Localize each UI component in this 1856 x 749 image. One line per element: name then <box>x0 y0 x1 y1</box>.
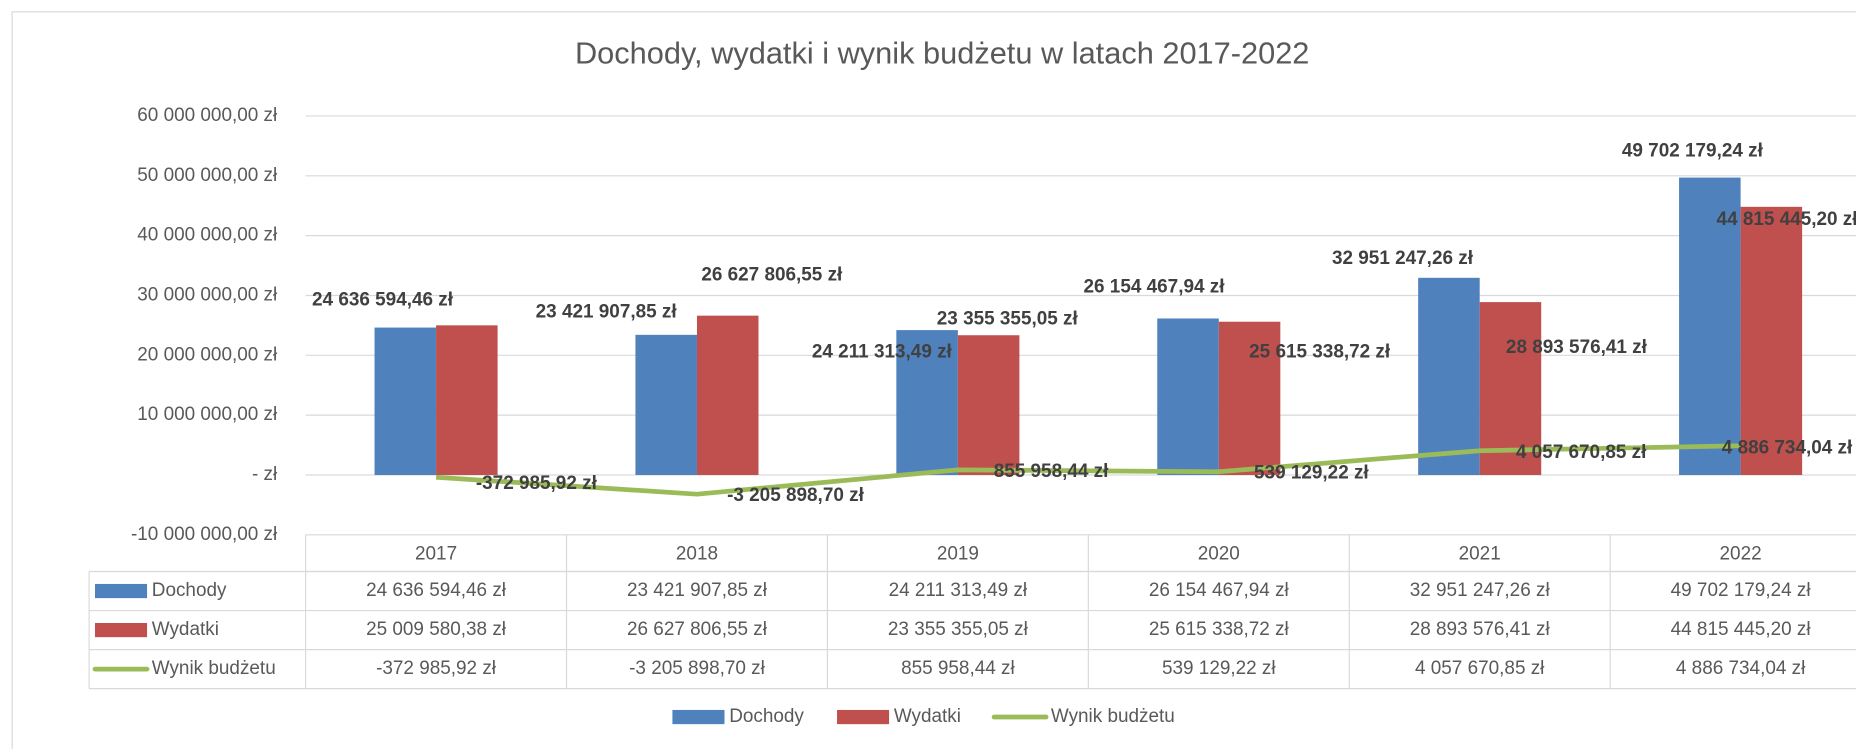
bar <box>957 335 1020 475</box>
data-label: 539 129,22 zł <box>1254 462 1369 483</box>
chart-title: Dochody, wydatki i wynik budżetu w latac… <box>575 36 1309 71</box>
bar <box>1418 277 1480 475</box>
legend-key <box>94 583 148 599</box>
legend-key <box>837 709 890 725</box>
line <box>435 443 1741 497</box>
bar <box>896 330 958 475</box>
data-label: 44 815 445,20 zł <box>1717 209 1856 230</box>
table-cell: 24 211 313,49 zł <box>889 580 1028 601</box>
y-tick-label: - zł <box>252 464 278 485</box>
y-tick-label: 10 000 000,00 zł <box>137 404 278 425</box>
data-label: 4 886 734,04 zł <box>1722 437 1853 458</box>
bar <box>1218 321 1281 475</box>
legend-key <box>94 622 148 638</box>
bar <box>1679 177 1741 475</box>
x-tick-label: 2017 <box>415 543 457 564</box>
bar <box>436 325 498 475</box>
data-label: 4 057 670,85 zł <box>1516 442 1647 463</box>
bar <box>1740 206 1803 475</box>
table-cell: 26 627 806,55 zł <box>627 619 768 640</box>
bar <box>696 315 759 475</box>
legend-label: Dochody <box>729 706 804 727</box>
table-cell: 32 951 247,26 zł <box>1410 580 1551 601</box>
table-cell: 25 615 338,72 zł <box>1149 619 1290 640</box>
legend-label: Wydatki <box>894 706 961 727</box>
data-label: 32 951 247,26 zł <box>1332 248 1474 269</box>
y-tick-label: -10 000 000,00 zł <box>131 524 278 545</box>
table-cell: 23 421 907,85 zł <box>627 580 768 601</box>
x-tick-label: 2019 <box>937 543 979 564</box>
y-tick-label: 20 000 000,00 zł <box>137 344 278 365</box>
data-label: -372 985,92 zł <box>476 473 598 494</box>
bar <box>374 327 437 475</box>
legend-label: Wynik budżetu <box>1051 706 1175 727</box>
data-label: 26 627 806,55 zł <box>701 265 843 286</box>
data-label: 49 702 179,24 zł <box>1622 140 1764 161</box>
x-tick-label: 2018 <box>676 543 718 564</box>
legend-key <box>672 709 725 725</box>
table-cell: 4 886 734,04 zł <box>1676 658 1806 679</box>
x-tick-label: 2021 <box>1459 543 1501 564</box>
data-label: -3 205 898,70 zł <box>727 485 865 506</box>
table-cell: -372 985,92 zł <box>376 658 497 679</box>
table-cell: 44 815 445,20 zł <box>1671 619 1812 640</box>
y-tick-label: 30 000 000,00 zł <box>137 284 278 305</box>
bar <box>1479 302 1542 475</box>
table-cell: 25 009 580,38 zł <box>366 619 507 640</box>
data-label: 26 154 467,94 zł <box>1084 277 1226 298</box>
data-label: 855 958,44 zł <box>994 461 1109 482</box>
bar <box>635 334 697 475</box>
table-cell: 49 702 179,24 zł <box>1671 580 1812 601</box>
table-cell: 855 958,44 zł <box>901 658 1015 679</box>
data-label: 23 355 355,05 zł <box>937 308 1079 329</box>
y-tick-label: 40 000 000,00 zł <box>137 225 278 246</box>
bar <box>1157 318 1219 475</box>
table-cell: 539 129,22 zł <box>1162 658 1276 679</box>
table-row-label: Wynik budżetu <box>152 658 276 679</box>
x-tick-label: 2020 <box>1198 543 1240 564</box>
y-tick-label: 50 000 000,00 zł <box>137 165 278 186</box>
table-cell: 24 636 594,46 zł <box>366 580 507 601</box>
table-cell: 23 355 355,05 zł <box>888 619 1029 640</box>
data-label: 24 636 594,46 zł <box>312 290 454 311</box>
table-cell: 4 057 670,85 zł <box>1415 658 1545 679</box>
data-label: 28 893 576,41 zł <box>1506 337 1648 358</box>
table-cell: -3 205 898,70 zł <box>629 658 766 679</box>
table-row-label: Dochody <box>152 580 227 601</box>
table-cell: 28 893 576,41 zł <box>1410 619 1551 640</box>
data-label: 25 615 338,72 zł <box>1249 342 1391 363</box>
data-label: 23 421 907,85 zł <box>536 301 678 322</box>
table-cell: 26 154 467,94 zł <box>1149 580 1290 601</box>
table-row-label: Wydatki <box>152 619 219 640</box>
y-tick-label: 60 000 000,00 zł <box>137 105 278 126</box>
data-label: 24 211 313,49 zł <box>812 342 953 363</box>
x-tick-label: 2022 <box>1720 543 1762 564</box>
